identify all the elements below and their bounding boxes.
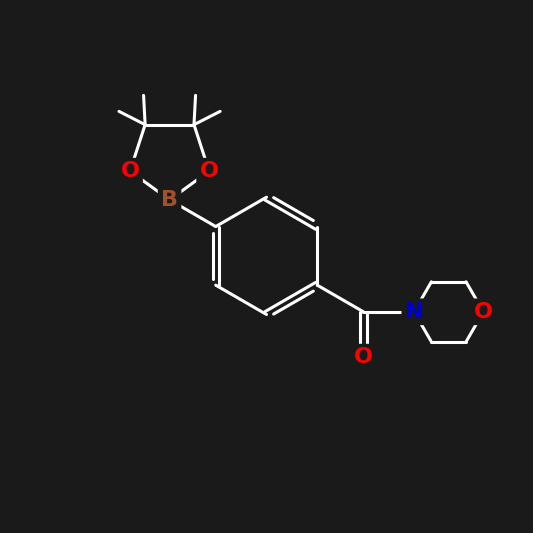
Text: B: B [161, 190, 178, 210]
Text: O: O [354, 347, 373, 367]
Text: O: O [474, 302, 493, 322]
Text: N: N [405, 302, 423, 322]
Text: O: O [120, 161, 140, 181]
Text: O: O [199, 161, 219, 181]
